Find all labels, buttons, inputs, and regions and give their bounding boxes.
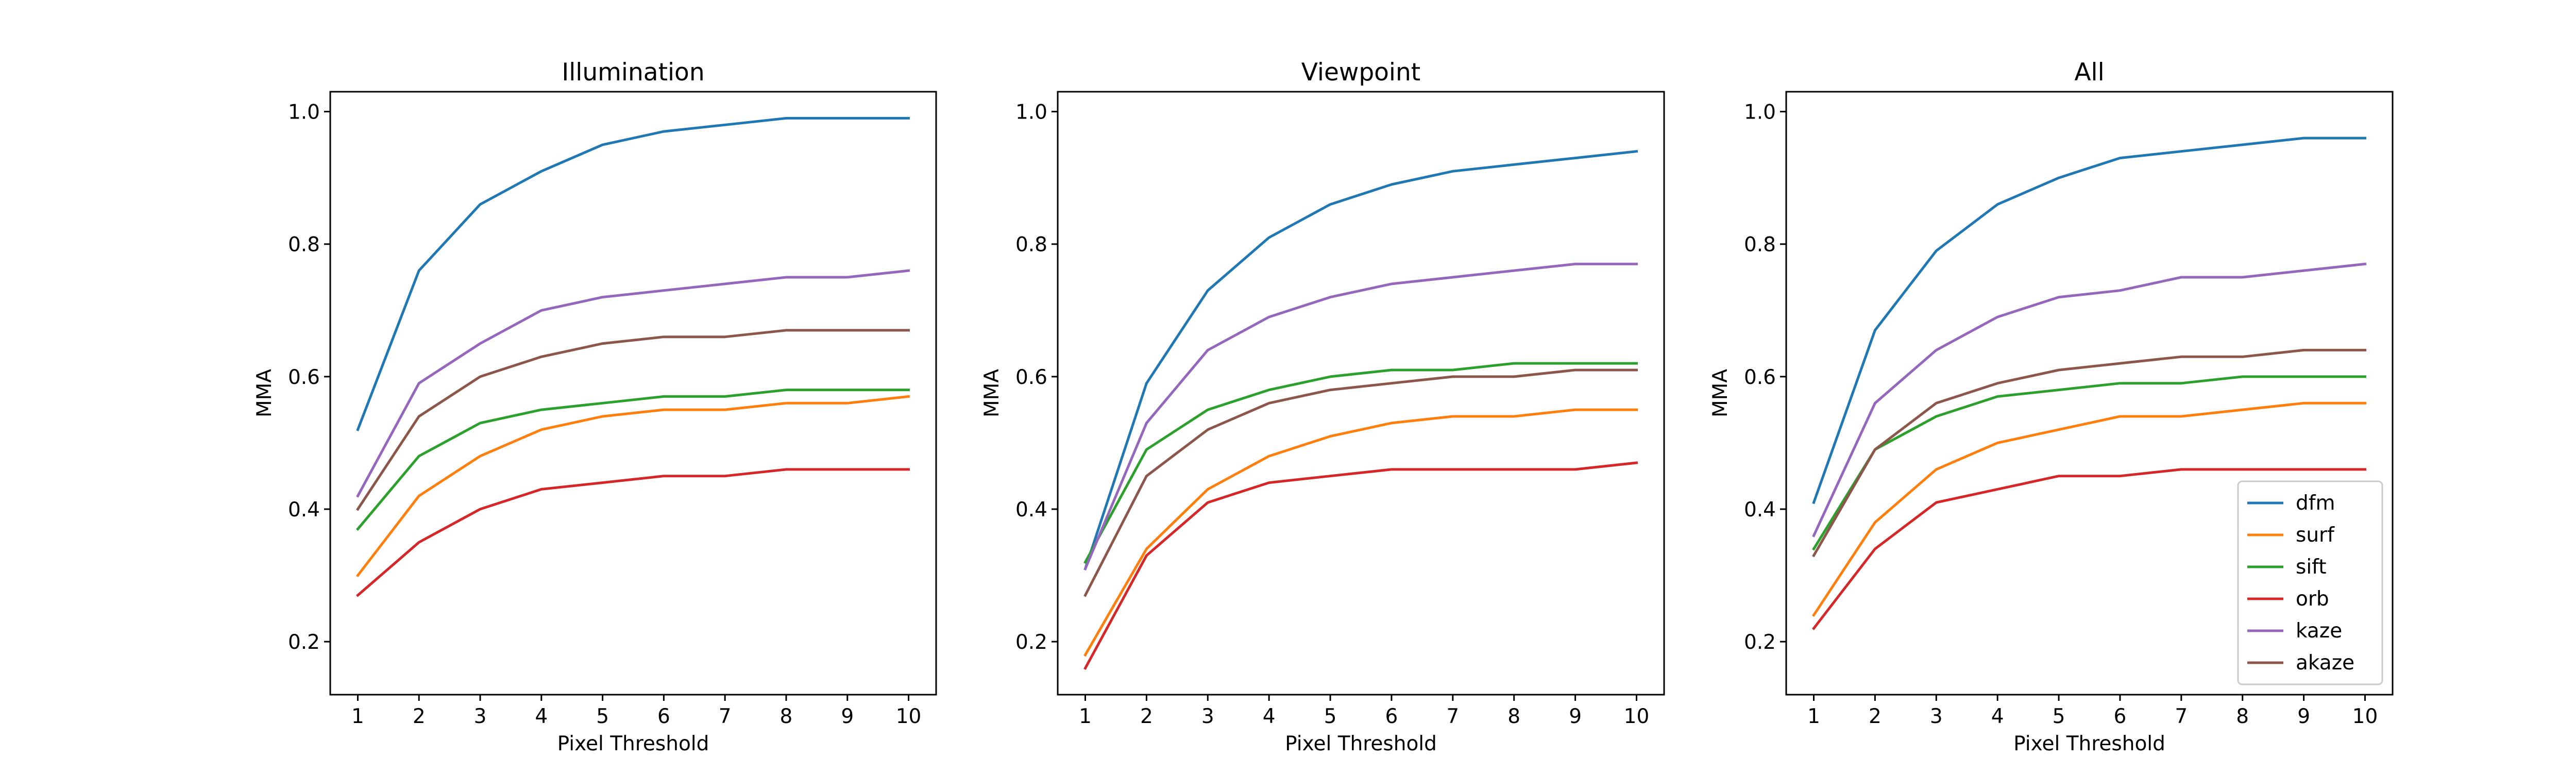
axes-frame <box>1057 91 1665 696</box>
y-tick-label: 0.6 <box>288 366 320 389</box>
y-axis-label: MMA <box>980 369 1004 417</box>
series-line-orb <box>1811 468 2366 630</box>
series-line-akaze <box>356 329 910 511</box>
y-tick-label: 0.2 <box>1015 631 1047 654</box>
x-tick-label: 6 <box>1385 705 1398 728</box>
chart-panel-3: 1 2 3 4 5 6 7 8 9 10 0.2 0.4 0.6 0.8 1.0 All Pixel Thres… <box>1709 58 2394 755</box>
x-tick-label: 7 <box>719 705 732 728</box>
series-line-surf <box>355 395 910 578</box>
x-tick-label: 1 <box>351 705 364 728</box>
series-line-akaze <box>1812 348 2366 558</box>
legend: dfm surf sift orb kaze akaze <box>2237 480 2383 685</box>
x-tick-label: 7 <box>1446 705 1459 728</box>
x-tick-label: 4 <box>1991 705 2004 728</box>
y-axis-label: MMA <box>1709 369 1732 417</box>
x-tick-label: 10 <box>2352 705 2378 728</box>
y-tick-label: 0.6 <box>1015 366 1047 389</box>
series-line-orb <box>355 468 910 597</box>
x-tick-label: 3 <box>1201 705 1214 728</box>
y-tick-label: 0.4 <box>1015 498 1047 522</box>
series-line-sift <box>1812 375 2366 551</box>
series-line-kaze <box>1083 262 1638 570</box>
x-tick-label: 1 <box>1807 705 1820 728</box>
series-line-dfm <box>1083 149 1638 570</box>
y-tick-label: 0.2 <box>288 631 320 654</box>
series-line-orb <box>1083 461 1638 670</box>
chart-panel-1: 1 2 3 4 5 6 7 8 9 10 0.2 0.4 0.6 0.8 1.0 Illumination Pi… <box>253 58 937 755</box>
legend-label-orb: orb <box>2296 587 2329 611</box>
x-tick-label: 4 <box>1263 705 1276 728</box>
x-tick-label: 8 <box>2236 705 2249 728</box>
chart-panel-2: 1 2 3 4 5 6 7 8 9 10 0.2 0.4 0.6 0.8 1.0 Viewpoint Pixel… <box>980 58 1665 755</box>
y-tick-label: 0.4 <box>1744 498 1776 522</box>
x-axis-label: Pixel Threshold <box>557 732 709 755</box>
y-tick-label: 1.0 <box>288 101 320 124</box>
series-line-dfm <box>356 116 910 431</box>
chart-title: All <box>2074 58 2104 87</box>
legend-label-sift: sift <box>2296 556 2327 579</box>
x-tick-label: 4 <box>535 705 548 728</box>
x-tick-label: 6 <box>2114 705 2127 728</box>
x-tick-label: 8 <box>780 705 793 728</box>
x-tick-label: 2 <box>1140 705 1153 728</box>
chart-title: Illumination <box>562 58 704 87</box>
y-tick-label: 0.8 <box>1015 233 1047 257</box>
series-line-surf <box>1083 408 1638 657</box>
legend-box <box>2237 480 2383 685</box>
axes-frame <box>1785 91 2394 696</box>
x-tick-label: 2 <box>1869 705 1882 728</box>
y-tick-label: 0.6 <box>1744 366 1776 389</box>
y-tick-label: 1.0 <box>1015 101 1047 124</box>
series-line-akaze <box>1083 368 1638 597</box>
series-line-kaze <box>356 269 910 498</box>
x-tick-label: 7 <box>2175 705 2188 728</box>
x-axis-label: Pixel Threshold <box>1285 732 1437 755</box>
axes-frame <box>329 91 937 696</box>
y-tick-label: 0.8 <box>288 233 320 257</box>
x-tick-label: 5 <box>1324 705 1337 728</box>
series-line-sift <box>1083 362 1638 564</box>
series-line-dfm <box>1812 137 2366 505</box>
x-tick-label: 9 <box>1569 705 1582 728</box>
series-line-surf <box>1812 401 2366 617</box>
x-tick-label: 10 <box>1624 705 1650 728</box>
x-tick-label: 1 <box>1079 705 1092 728</box>
legend-label-dfm: dfm <box>2296 492 2335 515</box>
y-tick-label: 0.2 <box>1744 631 1776 654</box>
x-tick-label: 5 <box>2053 705 2065 728</box>
x-tick-label: 8 <box>1507 705 1520 728</box>
x-tick-label: 3 <box>1930 705 1943 728</box>
x-tick-label: 3 <box>474 705 487 728</box>
y-axis-label: MMA <box>253 369 276 417</box>
y-tick-label: 0.4 <box>288 498 320 522</box>
x-tick-label: 5 <box>596 705 609 728</box>
y-tick-label: 1.0 <box>1744 101 1776 124</box>
chart-title: Viewpoint <box>1301 58 1420 87</box>
y-tick-label: 0.8 <box>1744 233 1776 257</box>
legend-label-kaze: kaze <box>2296 619 2342 643</box>
x-tick-label: 6 <box>657 705 670 728</box>
x-tick-label: 10 <box>896 705 922 728</box>
legend-label-surf: surf <box>2296 524 2335 547</box>
series-line-sift <box>355 389 910 531</box>
x-tick-label: 9 <box>841 705 854 728</box>
series-line-kaze <box>1812 262 2367 537</box>
x-tick-label: 2 <box>413 705 426 728</box>
x-tick-label: 9 <box>2297 705 2310 728</box>
x-axis-label: Pixel Threshold <box>2013 732 2165 755</box>
legend-label-akaze: akaze <box>2296 651 2354 675</box>
